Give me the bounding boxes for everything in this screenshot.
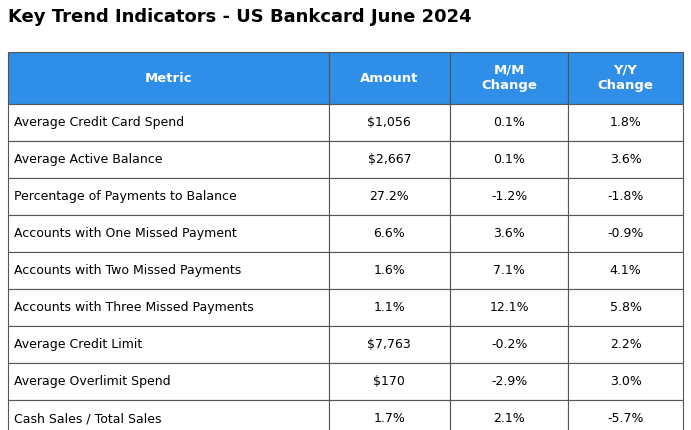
Bar — [8, 215, 329, 252]
Bar — [329, 400, 450, 430]
Text: 4.1%: 4.1% — [609, 264, 641, 277]
Bar — [329, 178, 450, 215]
Text: Average Credit Card Spend: Average Credit Card Spend — [14, 116, 184, 129]
Bar — [329, 104, 450, 141]
Bar — [329, 326, 450, 363]
Text: $170: $170 — [373, 375, 406, 388]
Text: Accounts with Three Missed Payments: Accounts with Three Missed Payments — [14, 301, 254, 314]
Bar — [568, 52, 683, 104]
Bar — [8, 400, 329, 430]
Bar — [450, 252, 568, 289]
Text: Average Credit Limit: Average Credit Limit — [14, 338, 142, 351]
Text: Amount: Amount — [360, 71, 419, 85]
Bar — [450, 215, 568, 252]
Bar — [450, 104, 568, 141]
Text: -1.8%: -1.8% — [607, 190, 644, 203]
Text: 27.2%: 27.2% — [370, 190, 409, 203]
Bar — [8, 363, 329, 400]
Bar — [329, 52, 450, 104]
Bar — [329, 363, 450, 400]
Text: Key Trend Indicators - US Bankcard June 2024: Key Trend Indicators - US Bankcard June … — [8, 8, 472, 26]
Text: -1.2%: -1.2% — [491, 190, 527, 203]
Bar — [329, 215, 450, 252]
Text: 5.8%: 5.8% — [609, 301, 642, 314]
Text: 6.6%: 6.6% — [374, 227, 405, 240]
Bar — [568, 289, 683, 326]
Bar — [568, 252, 683, 289]
Text: M/M
Change: M/M Change — [481, 64, 537, 92]
Bar — [450, 141, 568, 178]
Text: 1.1%: 1.1% — [374, 301, 405, 314]
Text: Accounts with Two Missed Payments: Accounts with Two Missed Payments — [14, 264, 241, 277]
Text: -5.7%: -5.7% — [607, 412, 644, 425]
Bar — [8, 52, 329, 104]
Text: 1.7%: 1.7% — [373, 412, 406, 425]
Bar — [568, 141, 683, 178]
Text: $2,667: $2,667 — [368, 153, 411, 166]
Bar — [450, 400, 568, 430]
Text: -0.9%: -0.9% — [607, 227, 644, 240]
Text: 1.8%: 1.8% — [609, 116, 641, 129]
Text: 3.0%: 3.0% — [609, 375, 641, 388]
Bar — [568, 363, 683, 400]
Text: 0.1%: 0.1% — [493, 116, 525, 129]
Bar — [568, 326, 683, 363]
Bar — [450, 289, 568, 326]
Text: -0.2%: -0.2% — [491, 338, 527, 351]
Text: Average Active Balance: Average Active Balance — [14, 153, 162, 166]
Text: Y/Y
Change: Y/Y Change — [598, 64, 654, 92]
Text: 1.6%: 1.6% — [374, 264, 405, 277]
Bar — [8, 289, 329, 326]
Bar — [8, 178, 329, 215]
Bar — [568, 178, 683, 215]
Bar — [450, 326, 568, 363]
Bar — [450, 52, 568, 104]
Text: 2.1%: 2.1% — [493, 412, 525, 425]
Bar — [329, 252, 450, 289]
Bar — [568, 400, 683, 430]
Text: -2.9%: -2.9% — [491, 375, 527, 388]
Text: Metric: Metric — [144, 71, 192, 85]
Text: 12.1%: 12.1% — [489, 301, 529, 314]
Text: 0.1%: 0.1% — [493, 153, 525, 166]
Text: Cash Sales / Total Sales: Cash Sales / Total Sales — [14, 412, 162, 425]
Bar — [568, 215, 683, 252]
Bar — [329, 289, 450, 326]
Bar — [8, 252, 329, 289]
Text: $1,056: $1,056 — [368, 116, 411, 129]
Bar — [8, 326, 329, 363]
Text: 2.2%: 2.2% — [609, 338, 641, 351]
Bar — [568, 104, 683, 141]
Bar — [8, 141, 329, 178]
Bar — [450, 363, 568, 400]
Text: Accounts with One Missed Payment: Accounts with One Missed Payment — [14, 227, 237, 240]
Text: Percentage of Payments to Balance: Percentage of Payments to Balance — [14, 190, 237, 203]
Text: 3.6%: 3.6% — [609, 153, 641, 166]
Text: $7,763: $7,763 — [368, 338, 411, 351]
Bar — [450, 178, 568, 215]
Text: 7.1%: 7.1% — [493, 264, 525, 277]
Text: 3.6%: 3.6% — [493, 227, 525, 240]
Bar — [8, 104, 329, 141]
Bar — [329, 141, 450, 178]
Text: Average Overlimit Spend: Average Overlimit Spend — [14, 375, 171, 388]
